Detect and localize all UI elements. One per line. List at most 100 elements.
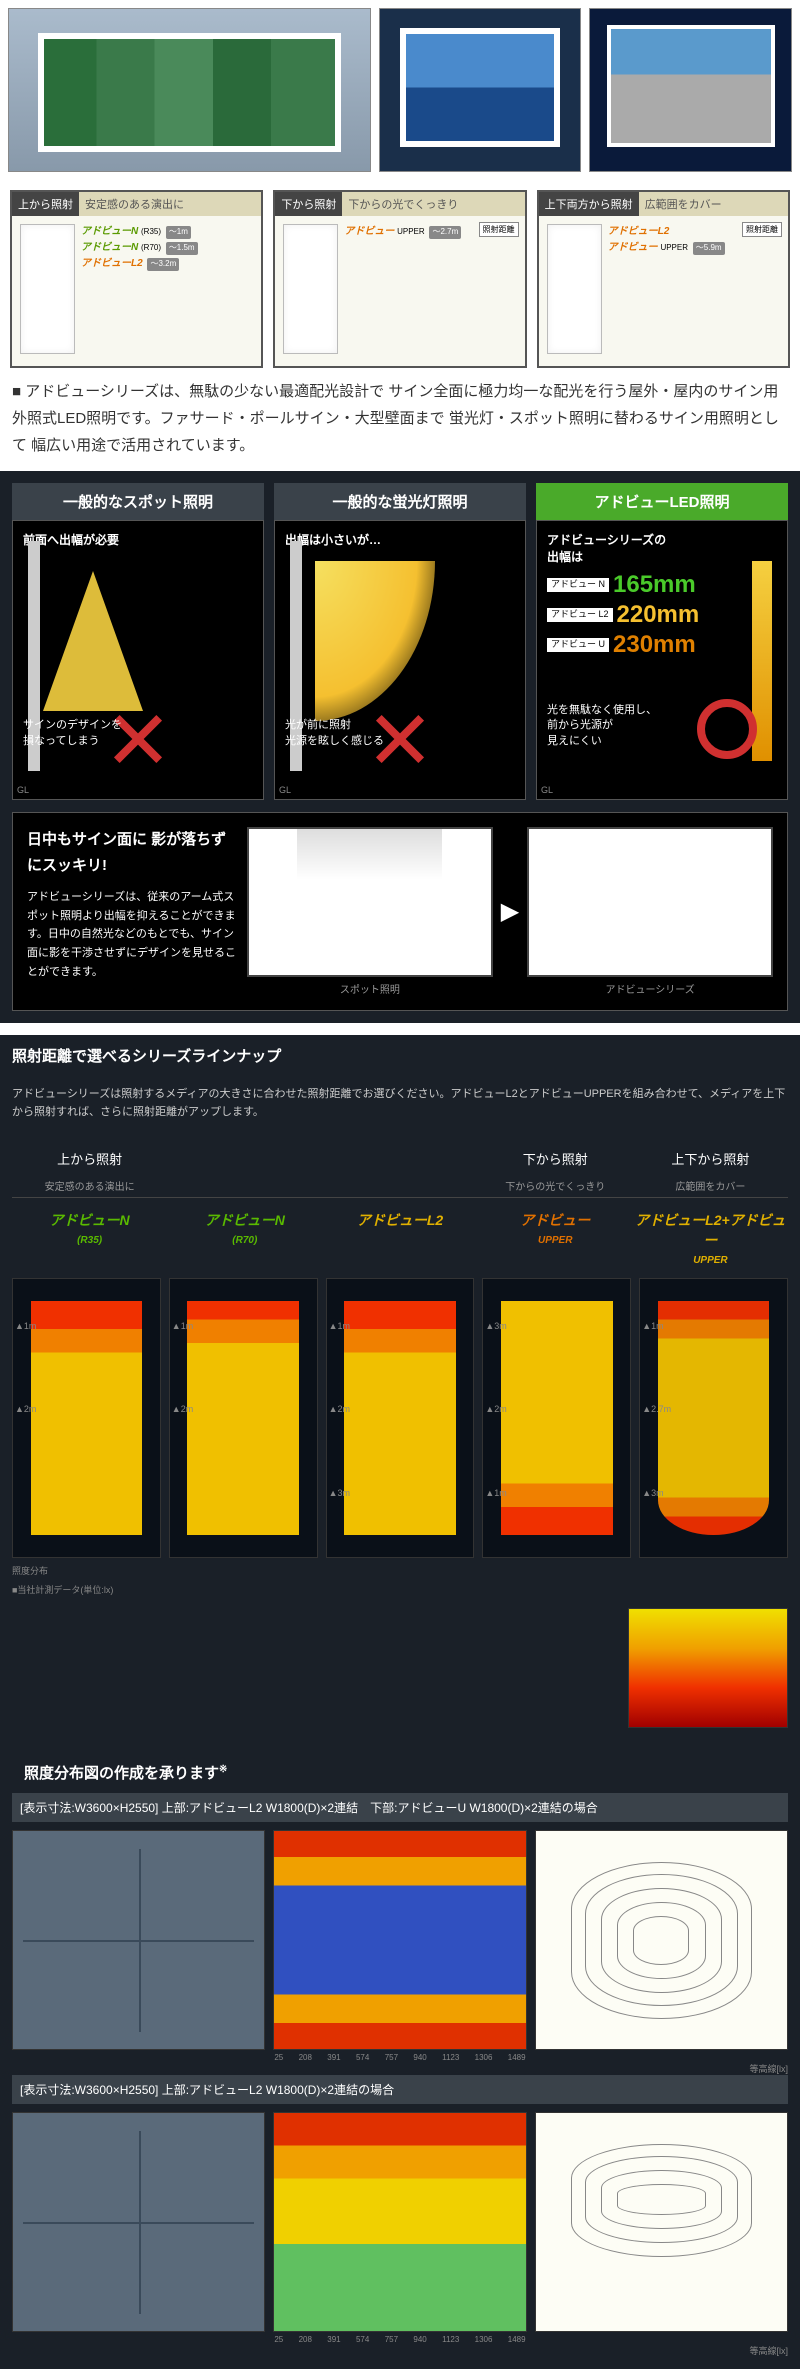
config-header-right: 下からの光でくっきり (342, 192, 524, 216)
lineup-title: 照射距離で選べるシリーズラインナップ (0, 1035, 800, 1076)
heatmap-tick: ▲3m (485, 1321, 506, 1331)
config-product-line: アドビュー UPPER 〜2.7m (344, 224, 461, 240)
lineup-brand: アドビューUPPER (478, 1210, 633, 1266)
config-note: 照射距離 (742, 222, 782, 237)
ground-line-label: GL (17, 785, 29, 795)
config-box-2: 上下両方から照射広範囲をカバー照射距離アドビューL2 アドビュー UPPER 〜… (537, 190, 790, 368)
lineup-head (322, 1143, 477, 1174)
dist-panel-photo-2 (12, 2112, 265, 2332)
compare-body-caption: 光を無駄なく使用し、前から光源が見えにくい (547, 703, 657, 749)
lineup-head: 上から照射 (12, 1143, 167, 1174)
ruler-tick: 940 (413, 2053, 426, 2065)
heatmap-tick: ▲1m (329, 1321, 350, 1331)
heatmap-tick: ▲1m (485, 1488, 506, 1498)
heatmap-tick: ▲3m (642, 1488, 663, 1498)
shadow-body: アドビューシリーズは、従来のアーム式スポット照明より出幅を抑えることができます。… (27, 888, 237, 981)
lineup-sub: 安定感のある演出に (12, 1174, 167, 1197)
config-box-1: 下から照射下からの光でくっきり照射距離アドビュー UPPER 〜2.7m (273, 190, 526, 368)
shadow-sign-spot (247, 827, 493, 977)
heatmap-caption-2: ■当社計測データ(単位:lx) (12, 1583, 788, 1596)
ruler-tick: 208 (299, 2053, 312, 2065)
lineup-heatmap-0: ▲1m▲2m (12, 1278, 161, 1558)
ruler-tick: 1123 (442, 2053, 459, 2065)
distribution-section: 照度分布図の作成を承ります※ [表示寸法:W3600×H2550] 上部:アドビ… (0, 1740, 800, 2369)
ruler-tick: 1489 (508, 2335, 526, 2347)
o-mark-icon (697, 699, 757, 759)
ruler-tick: 574 (356, 2335, 369, 2347)
hero-photo-row (0, 0, 800, 180)
compare-body-title: 前面へ出幅が必要 (23, 531, 253, 548)
ruler-tick: 940 (413, 2335, 426, 2347)
distribution-row-2: 25208391574757940112313061489 (12, 2112, 788, 2332)
ruler-tick: 208 (299, 2335, 312, 2347)
ruler-tick: 25 (274, 2053, 283, 2065)
shadow-sign-adview (527, 827, 773, 977)
lineup-brand: アドビューN(R35) (12, 1210, 167, 1266)
lineup-sub: 下からの光でくっきり (478, 1174, 633, 1197)
compare-body-caption: サインのデザインを損なってしまう (23, 718, 122, 749)
hero-photo-2 (379, 8, 582, 172)
compare-body: アドビューシリーズの出幅は アドビュー N165mmアドビュー L2220mmア… (536, 520, 788, 800)
distribution-title: 照度分布図の作成を承ります※ (12, 1752, 788, 1793)
compare-column-2: アドビューLED照明 アドビューシリーズの出幅は アドビュー N165mmアドビ… (536, 483, 788, 800)
config-panel-illustration (20, 224, 75, 354)
hero-photo-3 (589, 8, 792, 172)
ruler-tick: 757 (385, 2053, 398, 2065)
config-header-right: 安定感のある演出に (79, 192, 261, 216)
config-header-left: 上下両方から照射 (539, 192, 639, 216)
lineup-heatmap-4: ▲1m ▲2.7m ▲3m (639, 1278, 788, 1558)
spec-row: アドビュー N165mm (547, 571, 777, 599)
ruler-tick: 25 (274, 2335, 283, 2347)
heatmap-tick: ▲2.7m (642, 1404, 671, 1414)
lineup-head: 下から照射 (478, 1143, 633, 1174)
compare-body-title: アドビューシリーズの出幅は (547, 531, 777, 565)
config-box-0: 上から照射安定感のある演出にアドビューN (R35) 〜1mアドビューN (R7… (10, 190, 263, 368)
lineup-head (167, 1143, 322, 1174)
config-product-line: アドビューN (R70) 〜1.5m (81, 240, 198, 256)
ruler-tick: 757 (385, 2335, 398, 2347)
dist-heatmap-1: 25208391574757940112313061489 (273, 1830, 526, 2050)
heatmap-tick: ▲1m (642, 1321, 663, 1331)
heatmap-tick: ▲2m (172, 1404, 193, 1414)
ruler-tick: 391 (327, 2053, 340, 2065)
config-panel-illustration (547, 224, 602, 354)
heatmap-tick: ▲2m (329, 1404, 350, 1414)
config-product-line: アドビューL2 〜3.2m (81, 256, 198, 272)
config-product-line: アドビューL2 (608, 224, 725, 240)
compare-header: 一般的な蛍光灯照明 (274, 483, 526, 520)
config-note: 照射距離 (479, 222, 519, 237)
compare-body: 出幅は小さいが… 光が前に照射光源を眩しく感じる GL (274, 520, 526, 800)
compare-header: 一般的なスポット照明 (12, 483, 264, 520)
heatmap-tick: ▲1m (172, 1321, 193, 1331)
lineup-description: アドビューシリーズは照射するメディアの大きさに合わせた照射距離でお選びください。… (0, 1076, 800, 1131)
compare-body-title: 出幅は小さいが… (285, 531, 515, 548)
lineup-brand: アドビューL2 (322, 1210, 477, 1266)
compare-header: アドビューLED照明 (536, 483, 788, 520)
config-panel-illustration (283, 224, 338, 354)
dist-contour-2 (535, 2112, 788, 2332)
spec-row: アドビュー L2220mm (547, 601, 777, 629)
shadow-title: 日中もサイン面に 影が落ちずにスッキリ! (27, 827, 237, 878)
comparison-section: 一般的なスポット照明 前面へ出幅が必要 サインのデザインを損なってしまう GL … (0, 471, 800, 1023)
config-header-left: 上から照射 (12, 192, 79, 216)
lineup-sub (167, 1174, 322, 1197)
shadow-caption-1: スポット照明 (247, 981, 493, 996)
lineup-sub: 広範囲をカバー (633, 1174, 788, 1197)
lineup-brand: アドビューN(R70) (167, 1210, 322, 1266)
dist-panel-photo-1 (12, 1830, 265, 2050)
config-header-right: 広範囲をカバー (639, 192, 788, 216)
lineup-brand: アドビューL2+アドビューUPPER (633, 1210, 788, 1266)
lineup-heatmap-3: ▲3m▲2m▲1m (482, 1278, 631, 1558)
ruler-tick: 1489 (508, 2053, 526, 2065)
distribution-row2-label: [表示寸法:W3600×H2550] 上部:アドビューL2 W1800(D)×2… (12, 2075, 788, 2104)
ruler-tick: 1123 (442, 2335, 459, 2347)
ground-line-label: GL (279, 785, 291, 795)
lineup-head: 上下から照射 (633, 1143, 788, 1174)
ruler-tick: 1306 (475, 2335, 493, 2347)
lineup-heatmap-1: ▲1m ▲2m (169, 1278, 318, 1558)
heatmap-tick: ▲3m (329, 1488, 350, 1498)
distribution-row1-label: [表示寸法:W3600×H2550] 上部:アドビューL2 W1800(D)×2… (12, 1793, 788, 1822)
heatmap-tick: ▲1m (15, 1321, 36, 1331)
heatmap-caption-1: 照度分布 (12, 1564, 788, 1577)
lineup-sub (322, 1174, 477, 1197)
